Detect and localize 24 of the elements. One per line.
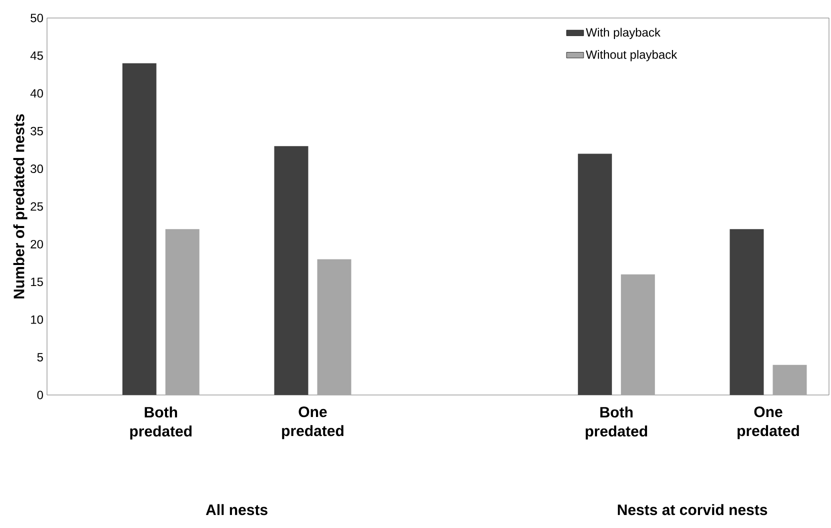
text: Nests at corvid nests (618, 504, 768, 516)
bar (165, 229, 200, 395)
y-tick-label: 50 (30, 14, 44, 22)
y-tick-label: 35 (30, 126, 43, 136)
y-tick-label: 10 (31, 315, 44, 324)
x-tick-label: Both predated (130, 406, 192, 440)
y-tick-label: 40 (30, 89, 44, 98)
y-tick-label: 0 (37, 390, 44, 400)
y-tick-label: 45 (30, 52, 43, 60)
y-tick-label: 30 (30, 164, 44, 174)
y-tick-label: 20 (30, 240, 44, 248)
legend-label: Without playback (586, 50, 678, 62)
text: All nests (206, 504, 268, 516)
x-tick-label: One predated (738, 406, 799, 440)
bar (620, 274, 655, 395)
y-axis-title: Number of predated nests (13, 114, 28, 298)
y-tick-label: 5 (37, 353, 43, 362)
y-tick-label: 25 (30, 202, 43, 211)
x-tick-label: One predated (282, 406, 344, 440)
y-tick-label: 15 (31, 278, 43, 286)
bar (772, 364, 807, 395)
legend-label: With playback (586, 28, 660, 40)
bar (317, 259, 352, 395)
x-tick-label: Both predated (586, 406, 648, 440)
